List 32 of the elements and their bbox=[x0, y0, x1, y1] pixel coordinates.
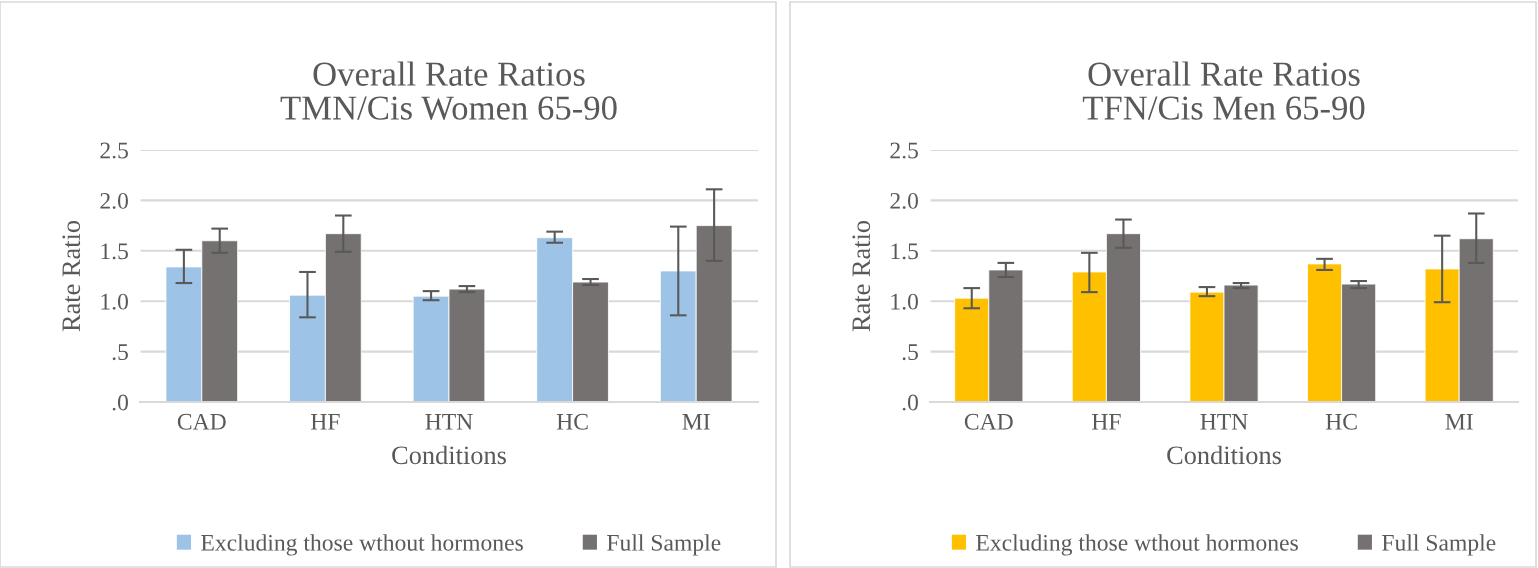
x-axis-title: Conditions bbox=[1167, 445, 1281, 465]
x-tick-label: HF bbox=[1091, 414, 1121, 430]
y-tick-label: 1.0 bbox=[101, 293, 128, 310]
y-tick-label: .5 bbox=[902, 344, 918, 361]
y-tick-label: .0 bbox=[112, 394, 128, 411]
y-tick-label: 1.5 bbox=[891, 243, 918, 260]
y-axis-title: Rate Ratio bbox=[852, 220, 871, 332]
x-tick-label: CAD bbox=[964, 413, 1013, 430]
x-tick-label: CAD bbox=[177, 413, 226, 430]
chart-title: Overall Rate Ratios TMN/Cis Women 65-90 bbox=[280, 61, 617, 120]
x-tick-label: HTN bbox=[425, 414, 473, 430]
legend-label: Full Sample bbox=[1382, 534, 1496, 556]
x-axis-title: Conditions bbox=[392, 445, 506, 465]
x-tick-label: MI bbox=[1445, 414, 1473, 430]
chart-title: Overall Rate Ratios TFN/Cis Men 65-90 bbox=[1082, 61, 1365, 120]
x-tick-label: HC bbox=[1325, 413, 1357, 430]
legend-label: Excluding those wthout hormones bbox=[976, 534, 1298, 556]
y-tick-label: .5 bbox=[112, 344, 128, 361]
y-tick-label: .0 bbox=[902, 394, 918, 411]
y-axis-title: Rate Ratio bbox=[62, 220, 81, 332]
y-tick-label: 2.0 bbox=[100, 192, 128, 209]
y-tick-label: 2.5 bbox=[100, 142, 128, 159]
x-tick-label: HF bbox=[310, 414, 340, 430]
y-tick-label: 2.0 bbox=[890, 192, 918, 209]
y-tick-label: 2.5 bbox=[890, 142, 918, 159]
legend-label: Full Sample bbox=[607, 534, 721, 556]
y-tick-label: 1.5 bbox=[101, 243, 128, 260]
x-tick-label: HTN bbox=[1200, 414, 1248, 430]
x-tick-label: MI bbox=[682, 414, 710, 430]
legend-label: Excluding those wthout hormones bbox=[201, 534, 523, 556]
y-tick-label: 1.0 bbox=[891, 293, 918, 310]
x-tick-label: HC bbox=[556, 413, 588, 430]
